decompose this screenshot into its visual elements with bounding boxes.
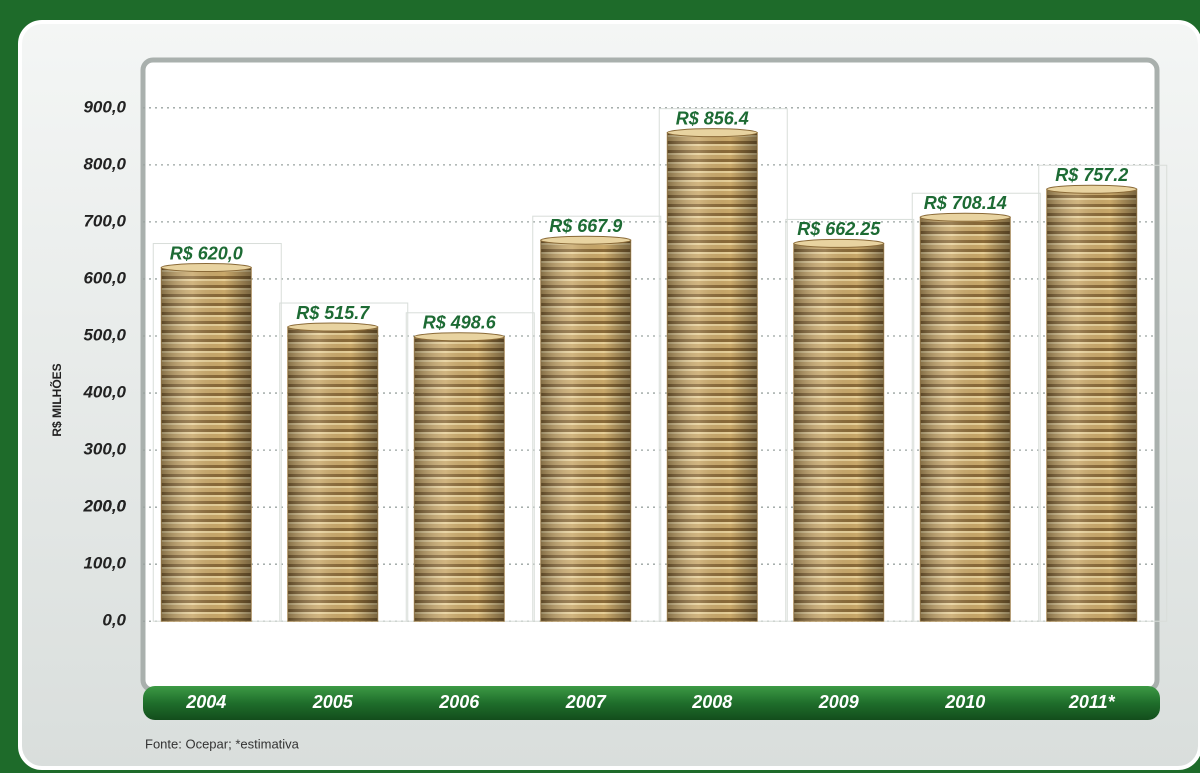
bar-shade [414, 336, 505, 622]
bar-top [540, 235, 632, 245]
x-tick-label: 2005 [312, 692, 354, 712]
y-axis-label: R$ MILHÕES [49, 363, 64, 436]
value-label: R$ 757.2 [1055, 165, 1128, 185]
x-tick-label: 2009 [818, 692, 859, 712]
bar-top [919, 212, 1011, 222]
bar-top [287, 322, 379, 332]
value-label: R$ 708.14 [924, 193, 1007, 213]
bar-top [1046, 184, 1138, 194]
value-label: R$ 856.4 [676, 108, 749, 128]
x-tick-label: 2004 [185, 692, 226, 712]
y-tick-label: 900,0 [83, 97, 126, 116]
bar-top [160, 263, 252, 273]
bar-shade [920, 217, 1011, 622]
x-tick-label: 2008 [691, 692, 732, 712]
bar-shade [793, 243, 884, 622]
y-tick-label: 200,0 [82, 497, 126, 516]
bar-shade [540, 240, 631, 622]
bar-shade [287, 327, 378, 622]
x-tick-label: 2010 [944, 692, 985, 712]
y-tick-label: 400,0 [82, 383, 126, 402]
bar-shade [667, 132, 758, 622]
value-label: R$ 667.9 [549, 216, 622, 236]
value-label: R$ 515.7 [296, 303, 370, 323]
category-band [143, 686, 1160, 720]
bar-shade [1046, 189, 1137, 622]
bar-shade [161, 267, 252, 622]
y-tick-label: 700,0 [83, 211, 126, 230]
value-label: R$ 498.6 [423, 313, 497, 333]
y-tick-label: 0,0 [102, 611, 126, 630]
x-tick-label: 2006 [438, 692, 480, 712]
x-tick-label: 2007 [565, 692, 607, 712]
value-label: R$ 620,0 [170, 243, 243, 263]
y-tick-label: 200,0 [82, 497, 126, 516]
bar-top [666, 128, 758, 138]
y-tick-label: 500,0 [83, 325, 126, 344]
x-tick-label: 2011* [1068, 692, 1116, 712]
value-label: R$ 662.25 [797, 219, 881, 239]
bar-top [413, 332, 505, 342]
source-note: Fonte: Ocepar; *estimativa [145, 736, 300, 751]
y-tick-label: 800,0 [83, 154, 126, 173]
plot: 0,0100,0200,0200,0300,0400,0500,0600,070… [82, 97, 1168, 712]
y-tick-label: 300,0 [83, 440, 126, 459]
bar-top [793, 238, 885, 248]
y-tick-label: 600,0 [83, 268, 126, 287]
y-tick-label: 100,0 [83, 554, 126, 573]
